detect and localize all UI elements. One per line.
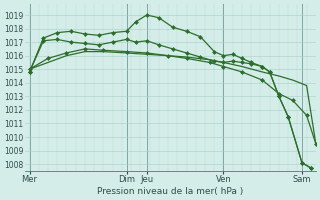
- X-axis label: Pression niveau de la mer( hPa ): Pression niveau de la mer( hPa ): [97, 187, 244, 196]
